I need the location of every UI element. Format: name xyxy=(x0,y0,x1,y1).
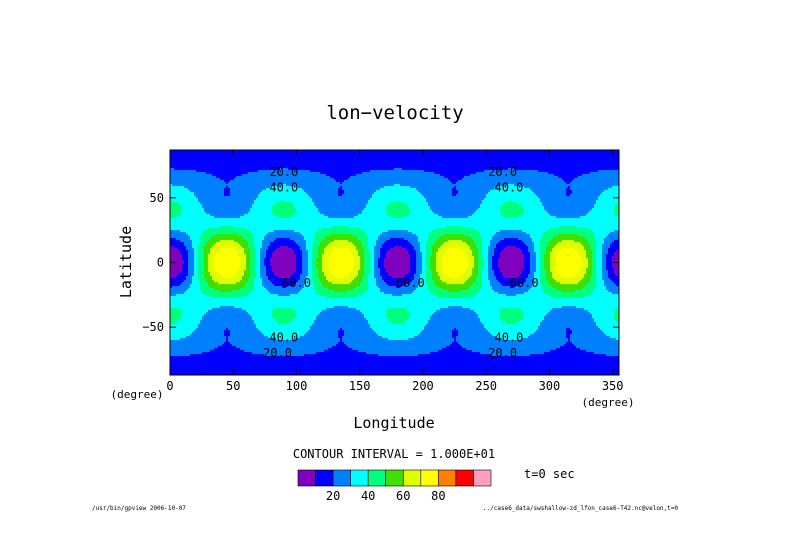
chart-title: lon−velocity xyxy=(326,102,463,124)
contour-field xyxy=(170,150,620,376)
